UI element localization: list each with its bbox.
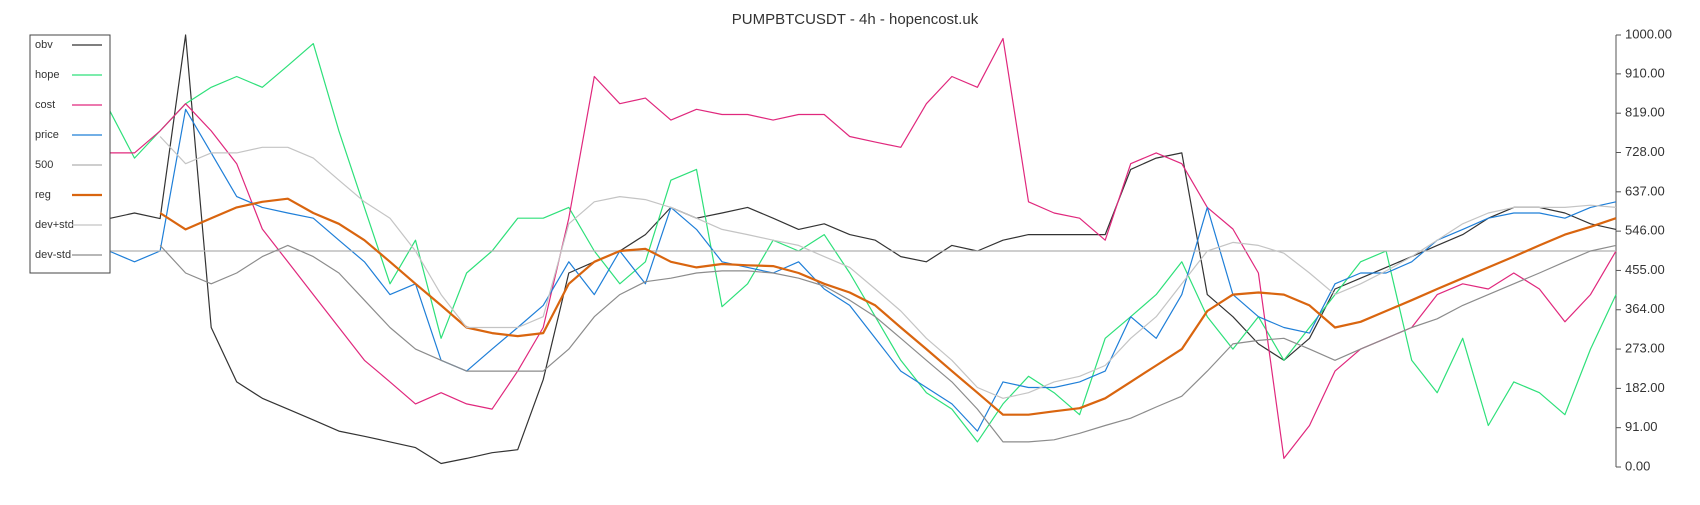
series-line: [159, 136, 1617, 399]
chart-title: PUMPBTCUSDT - 4h - hopencost.uk: [732, 11, 979, 28]
series-line: [108, 43, 1617, 443]
legend-label: price: [35, 129, 59, 141]
legend-label: dev-std: [35, 249, 71, 261]
y-tick-label: 637.00: [1625, 183, 1665, 198]
series-line: [159, 244, 1617, 443]
legend-label: dev+std: [35, 219, 74, 231]
legend-label: obv: [35, 39, 53, 51]
series-line: [159, 197, 1617, 416]
y-tick-label: 182.00: [1625, 380, 1665, 395]
series-line: [108, 108, 1617, 432]
legend-label: hope: [35, 69, 59, 81]
y-tick-label: 455.00: [1625, 262, 1665, 277]
y-tick-label: 364.00: [1625, 301, 1665, 316]
legend-label: 500: [35, 159, 53, 171]
y-tick-label: 728.00: [1625, 144, 1665, 159]
y-tick-label: 910.00: [1625, 65, 1665, 80]
y-tick-label: 91.00: [1625, 419, 1658, 434]
y-tick-label: 819.00: [1625, 105, 1665, 120]
y-tick-label: 0.00: [1625, 458, 1650, 473]
series-line: [108, 34, 1617, 465]
series-line: [109, 37, 1617, 459]
y-tick-label: 546.00: [1625, 223, 1665, 238]
y-tick-label: 273.00: [1625, 341, 1665, 356]
y-tick-label: 1000.00: [1625, 26, 1672, 41]
legend-label: cost: [35, 99, 55, 111]
legend-label: reg: [35, 189, 51, 201]
